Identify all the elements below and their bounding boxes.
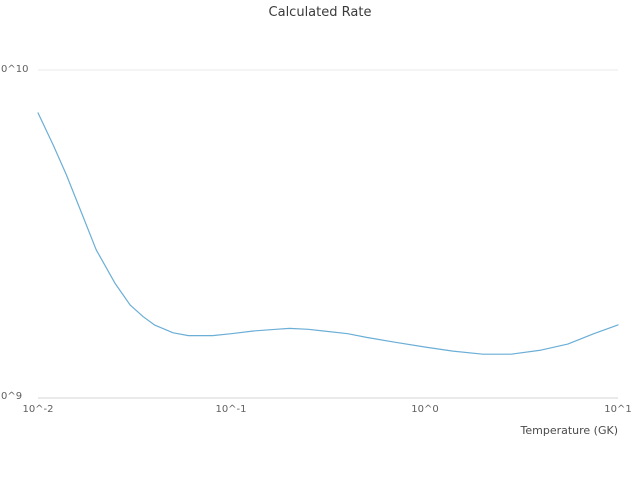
x-tick-label-1e1: 10^1 — [604, 404, 632, 415]
y-tick-label-1e10: 0^10 — [1, 64, 29, 75]
x-tick-label-1e-1: 10^-1 — [215, 404, 247, 415]
x-axis-title: Temperature (GK) — [520, 424, 619, 437]
chart-title: Calculated Rate — [268, 5, 372, 20]
x-tick-label-1e-2: 10^-2 — [22, 404, 54, 415]
x-tick-label-1e0: 10^0 — [411, 404, 439, 415]
y-tick-label-1e9: 0^9 — [1, 391, 23, 402]
series-line-calculated-rate — [37, 112, 619, 355]
